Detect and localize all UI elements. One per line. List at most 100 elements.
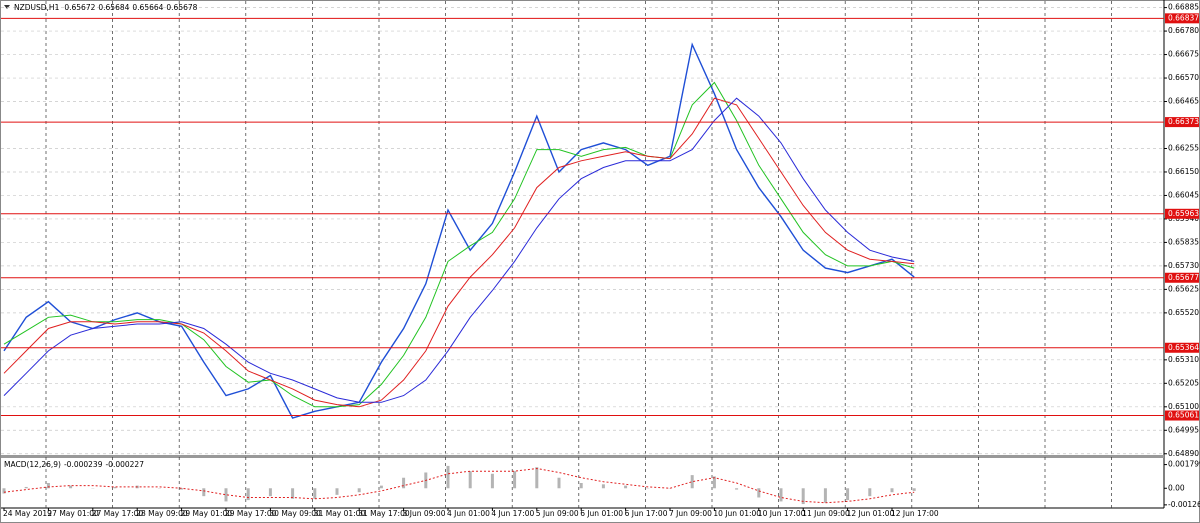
x-tick-label: 3 Jun 09:00 [403, 509, 446, 518]
macd-bar [69, 485, 73, 489]
macd-bar [779, 488, 783, 502]
panel-separator [1, 455, 1164, 458]
x-tick-label: 31 May 01:00 [314, 509, 366, 518]
x-tick-label: 28 May 09:00 [136, 509, 188, 518]
macd-bar [757, 488, 761, 498]
macd-bar [690, 475, 694, 489]
macd-bar [513, 471, 517, 489]
macd-bar [268, 488, 272, 497]
indicator-value: -0.000239 [64, 460, 103, 469]
macd-bar [557, 477, 561, 489]
y-tick-label: 0.66255 [1168, 143, 1199, 152]
macd-bar [2, 488, 6, 494]
price-line [3, 97, 915, 403]
x-tick-label: 5 Jun 09:00 [536, 509, 579, 518]
x-tick-label: 6 Jun 01:00 [580, 509, 623, 518]
macd-bar [379, 485, 383, 489]
signal-line [3, 467, 915, 504]
indicator-title: MACD(12,26,9) [4, 460, 61, 469]
y-tick-label: 0.65625 [1168, 284, 1199, 293]
macd-bar [624, 485, 628, 489]
macd-bar [535, 467, 539, 489]
x-tick-label: 12 Jun 01:00 [847, 509, 895, 518]
x-tick-label: 7 Jun 09:00 [669, 509, 712, 518]
y-tick-label: 0.65100 [1168, 402, 1199, 411]
level-label-bg [1165, 410, 1199, 421]
y-tick-label: 0.001799 [1168, 460, 1200, 469]
level-label-bg [1165, 342, 1199, 353]
level-label-bg [1165, 13, 1199, 24]
macd-bar [224, 488, 228, 502]
macd-bar [712, 476, 716, 489]
y-tick-label: 0.66150 [1168, 167, 1199, 176]
x-tick-label: 24 May 2019 [3, 509, 52, 518]
chart-title: NZDUSD,H1 [14, 3, 60, 12]
level-label: 0.66837 [1168, 13, 1199, 22]
y-tick-label: 0.65835 [1168, 237, 1199, 246]
x-tick-label: 30 May 09:00 [269, 509, 321, 518]
ohlc-value: 0.65678 [166, 3, 197, 12]
macd-bar [446, 465, 450, 489]
x-tick-label: 12 Jun 17:00 [891, 509, 939, 518]
price-line [3, 97, 915, 408]
x-tick-label: 11 Jun 09:00 [802, 509, 850, 518]
indicator-value: -0.000227 [105, 460, 144, 469]
x-tick-label: 6 Jun 17:00 [625, 509, 668, 518]
y-tick-label: 0.64890 [1168, 449, 1199, 458]
macd-bar [46, 483, 50, 489]
y-tick-label: 0.66675 [1168, 50, 1199, 59]
macd-bar [180, 488, 184, 490]
macd-bar [801, 488, 805, 505]
macd-bar [357, 488, 361, 493]
macd-bar [113, 486, 117, 489]
y-tick-label: 0.66780 [1168, 26, 1199, 35]
level-label: 0.65364 [1168, 343, 1199, 352]
y-tick-label: -0.001262 [1168, 500, 1200, 509]
price-line [3, 81, 915, 408]
macd-bar [291, 488, 295, 499]
macd-bar [912, 488, 916, 491]
x-tick-label: 4 Jun 17:00 [491, 509, 534, 518]
macd-bar [846, 488, 850, 501]
macd-bar [868, 488, 872, 497]
macd-bar [601, 484, 605, 489]
x-tick-label: 31 May 17:00 [358, 509, 410, 518]
macd-bar [335, 488, 339, 495]
x-tick-label: 29 May 01:00 [181, 509, 233, 518]
y-tick-label: 0.65730 [1168, 261, 1199, 270]
price-line [3, 42, 915, 419]
macd-bar [402, 477, 406, 489]
y-tick-label: 0.65205 [1168, 378, 1199, 387]
level-label: 0.66373 [1168, 117, 1199, 126]
x-tick-label: 27 May 17:00 [92, 509, 144, 518]
macd-bar [823, 488, 827, 503]
x-tick-label: 4 Jun 01:00 [447, 509, 490, 518]
x-tick-label: 10 Jun 01:00 [713, 509, 761, 518]
macd-bar [735, 488, 739, 490]
y-tick-label: 0.65310 [1168, 355, 1199, 364]
level-label: 0.65061 [1168, 411, 1199, 420]
y-tick-label: 0.65520 [1168, 308, 1199, 317]
level-label-bg [1165, 117, 1199, 128]
macd-bar [890, 488, 894, 493]
macd-bar [313, 488, 317, 499]
y-tick-label: 0.66045 [1168, 190, 1199, 199]
y-tick-label: 0.66465 [1168, 97, 1199, 106]
macd-bar [246, 488, 250, 501]
macd-bar [579, 483, 583, 489]
menu-icon[interactable] [4, 5, 10, 9]
y-tick-label: 0.66885 [1168, 3, 1199, 12]
level-label: 0.65963 [1168, 209, 1199, 218]
y-tick-label: 0.66570 [1168, 73, 1199, 82]
x-tick-label: 10 Jun 17:00 [758, 509, 806, 518]
macd-bar [490, 473, 494, 489]
x-tick-label: 27 May 01:00 [47, 509, 99, 518]
x-tick-label: 29 May 17:00 [225, 509, 277, 518]
ohlc-value: 0.65672 [64, 3, 95, 12]
level-label-bg [1165, 208, 1199, 219]
y-tick-label: 0.00 [1168, 483, 1185, 492]
ohlc-value: 0.65664 [132, 3, 163, 12]
macd-bar [24, 486, 28, 489]
